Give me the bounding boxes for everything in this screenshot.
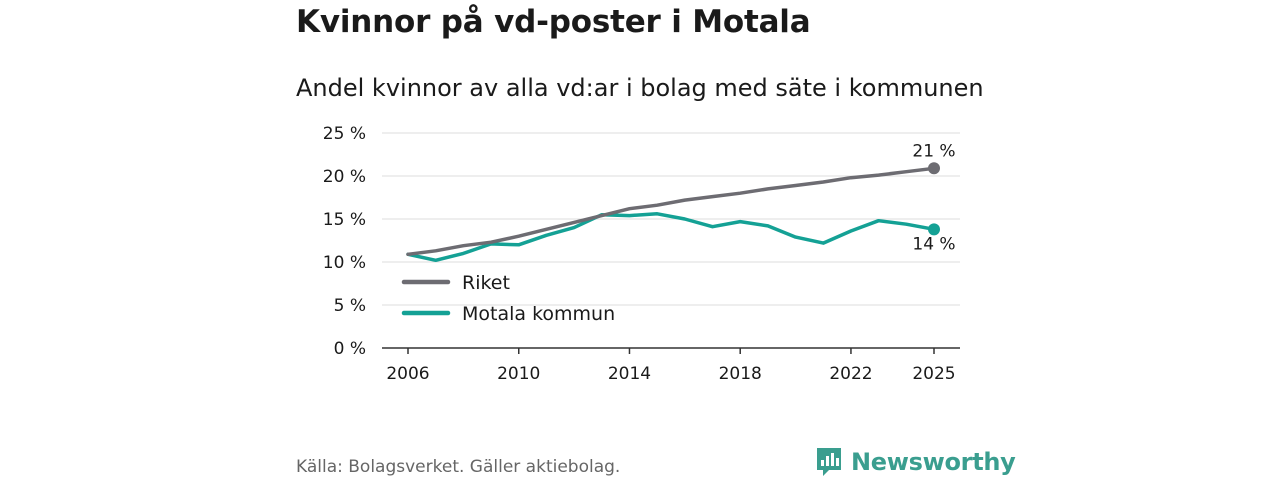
- series-line-riket: [406, 166, 936, 257]
- x-tick-label: 2010: [497, 364, 540, 384]
- newsworthy-logo-icon: [817, 448, 841, 476]
- y-tick-label: 10 %: [323, 253, 366, 273]
- legend: Riket Motala kommun: [401, 272, 615, 325]
- y-tick-label: 15 %: [323, 210, 366, 230]
- end-label-riket: 21 %: [912, 141, 955, 161]
- x-tick-label: 2014: [608, 364, 651, 384]
- end-label-motala: 14 %: [912, 234, 955, 254]
- chart-title: Kvinnor på vd-poster i Motala: [296, 4, 811, 40]
- y-axis-ticks: 0 % 5 % 10 % 15 % 20 % 25 %: [323, 124, 366, 359]
- x-tick-label: 2022: [829, 364, 872, 384]
- series-line-motala-kommun: [406, 212, 936, 263]
- end-labels: 21 % 14 %: [912, 141, 955, 254]
- y-tick-label: 0 %: [334, 339, 366, 359]
- newsworthy-logo: Newsworthy: [815, 446, 1016, 478]
- source-note: Källa: Bolagsverket. Gäller aktiebolag.: [296, 457, 621, 477]
- x-tick-label: 2025: [912, 364, 955, 384]
- brand-name: Newsworthy: [851, 448, 1016, 476]
- y-tick-label: 5 %: [334, 296, 366, 316]
- end-point-riket: [928, 162, 940, 175]
- legend-label-riket: Riket: [462, 272, 510, 294]
- series-lines: [406, 162, 940, 263]
- x-tick-label: 2018: [719, 364, 762, 384]
- legend-label-motala-kommun: Motala kommun: [462, 303, 615, 325]
- x-axis: 2006 2010 2014 2018 2022 2025: [382, 347, 960, 384]
- chart-subtitle: Andel kvinnor av alla vd:ar i bolag med …: [296, 74, 984, 102]
- y-tick-label: 25 %: [323, 124, 366, 144]
- x-tick-label: 2006: [386, 364, 429, 384]
- end-point-motala-kommun: [928, 223, 940, 236]
- y-tick-label: 20 %: [323, 167, 366, 187]
